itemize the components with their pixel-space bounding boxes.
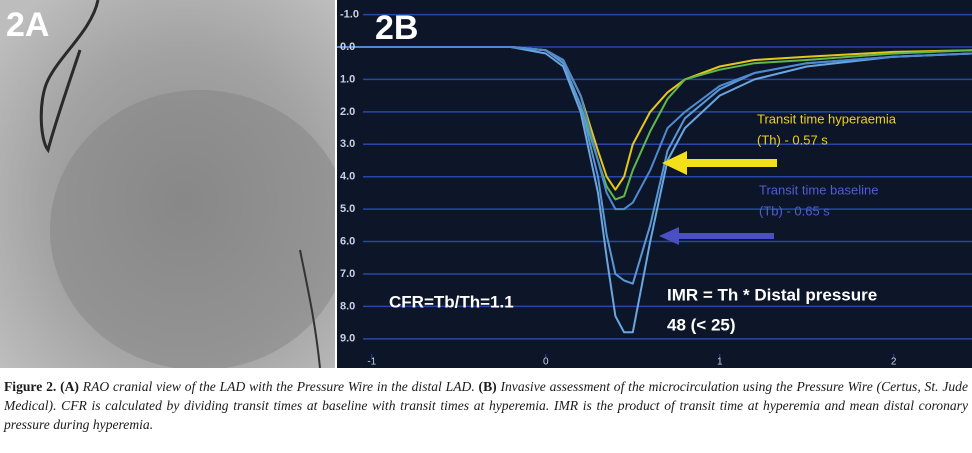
x-tick-label: -1	[367, 357, 376, 368]
caption-text: RAO cranial view of the LAD with the Pre…	[82, 379, 475, 394]
y-tick-label: 6.0	[340, 235, 355, 247]
caption-text: Invasive assessment of the microcirculat…	[4, 379, 968, 432]
catheter	[39, 0, 100, 154]
pressure-wire	[299, 249, 321, 368]
y-tick-label: -1.0	[340, 8, 359, 20]
caption-label: Figure 2.	[4, 379, 57, 394]
annotation: IMR = Th * Distal pressure	[667, 285, 877, 304]
panel-label: 2B	[375, 9, 418, 47]
annotation: Transit time baseline	[759, 182, 878, 197]
y-tick-label: 8.0	[340, 300, 355, 312]
y-tick-label: 1.0	[340, 73, 355, 85]
y-tick-label: 2.0	[340, 106, 355, 118]
annotation: (Th) - 0.57 s	[757, 132, 828, 147]
heart-shadow	[50, 90, 335, 368]
x-tick-label: 0	[543, 357, 549, 368]
caption-label: (A)	[60, 379, 79, 394]
y-tick-label: 3.0	[340, 138, 355, 150]
arrow-hyperaemia	[662, 151, 777, 175]
caption-label: (B)	[478, 379, 497, 394]
annotation: Transit time hyperaemia	[757, 111, 897, 126]
y-tick-label: 4.0	[340, 171, 355, 183]
y-tick-label: 7.0	[340, 268, 355, 280]
arrow-baseline	[659, 227, 774, 245]
y-tick-label: 0.0	[340, 41, 355, 53]
curve	[337, 46, 972, 334]
angiogram: 2A	[0, 0, 335, 368]
caption: Figure 2. (A) RAO cranial view of the LA…	[4, 377, 968, 434]
grid	[363, 13, 972, 358]
x-tick-label: 2	[891, 357, 897, 368]
curves	[337, 46, 972, 334]
annotation: 48 (< 25)	[667, 315, 736, 334]
annotation: (Tb) - 0.65 s	[759, 203, 830, 218]
y-tick-label: 5.0	[340, 203, 355, 215]
x-tick-label: 1	[717, 357, 723, 368]
chart: -1.00.01.02.03.04.05.06.07.08.09.0-1 0 1 2 …	[337, 0, 972, 368]
y-tick-label: 9.0	[340, 333, 355, 345]
annotation: CFR=Tb/Th=1.1	[389, 292, 514, 311]
panel-label: 2A	[6, 6, 49, 44]
labels: -1.0 0.0 1.0 2.0 3.0 4.0 5.0 6.0 7.0 8.0 9.0 -1 0 1 2	[340, 8, 897, 367]
curve	[337, 46, 972, 211]
